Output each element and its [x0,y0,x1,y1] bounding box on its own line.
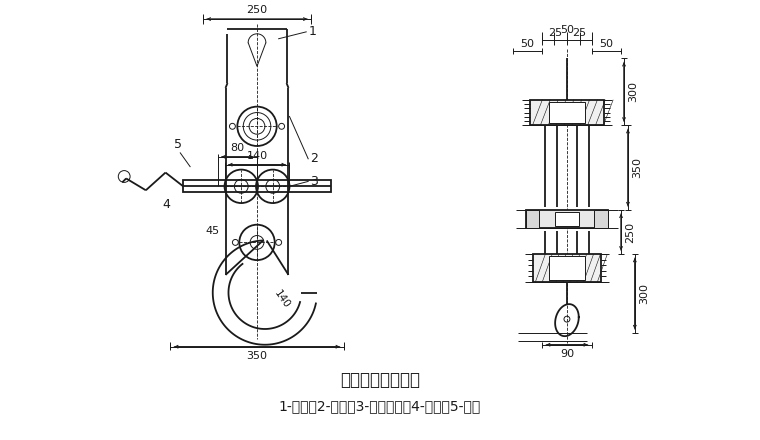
Text: 50: 50 [521,39,534,48]
Text: 350: 350 [632,157,642,178]
Text: 140: 140 [272,289,291,311]
Text: 300: 300 [628,81,638,103]
Bar [530,100,604,125]
Text: 350: 350 [246,351,268,361]
Text: 2: 2 [310,152,318,165]
Bar [526,210,540,227]
Bar [533,254,601,282]
Text: 4: 4 [163,198,170,210]
Text: 45: 45 [206,226,220,235]
Text: 80: 80 [230,143,245,153]
Text: 140: 140 [246,151,268,161]
Text: 300: 300 [638,283,649,304]
Bar [555,212,579,226]
Text: 强夯自动脱钩器图: 强夯自动脱钩器图 [340,371,420,389]
Text: 3: 3 [310,175,318,188]
Text: 90: 90 [560,348,574,359]
Text: 1-吊环；2-耳板；3-销环轴辊；4-销柄；5-拉绳: 1-吊环；2-耳板；3-销环轴辊；4-销柄；5-拉绳 [279,399,481,413]
Text: 250: 250 [625,221,635,242]
Text: 1: 1 [308,26,316,38]
Text: 50: 50 [600,39,613,48]
Text: 5: 5 [174,138,182,151]
Bar [549,256,584,280]
Text: 25: 25 [548,28,562,38]
Text: 25: 25 [572,28,586,38]
Bar [183,180,331,192]
Text: 250: 250 [246,5,268,15]
Bar [526,210,608,227]
Bar [594,210,608,227]
Text: 50: 50 [560,25,574,35]
Bar [549,102,584,123]
